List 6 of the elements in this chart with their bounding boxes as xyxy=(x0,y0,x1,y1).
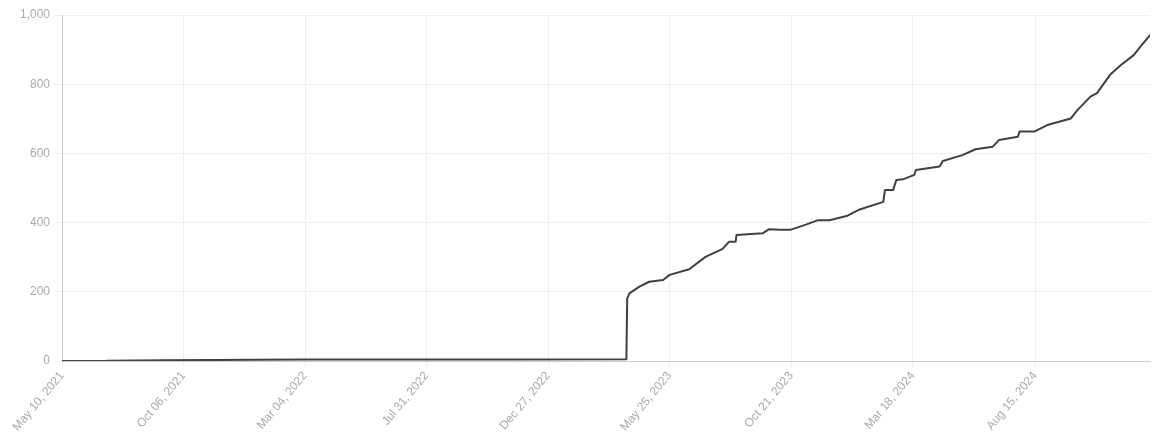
y-tick-label: 800 xyxy=(29,76,51,91)
y-tick-label: 0 xyxy=(43,353,51,368)
y-tick-label: 400 xyxy=(29,214,51,229)
y-tick-label: 600 xyxy=(29,145,51,160)
y-tick-label: 1,000 xyxy=(19,7,51,22)
y-tick-label: 200 xyxy=(29,284,51,299)
